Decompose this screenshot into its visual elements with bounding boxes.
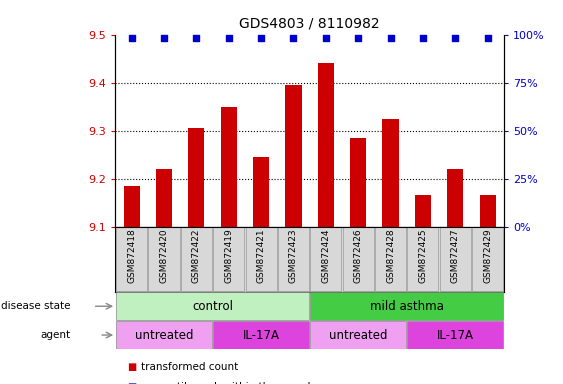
Bar (318, 63, 334, 227)
Text: untreated: untreated (329, 329, 387, 341)
Point (159, 35, 168, 41)
Text: untreated: untreated (135, 329, 193, 341)
FancyBboxPatch shape (310, 293, 503, 320)
Point (224, 35, 233, 41)
Bar (188, 128, 204, 227)
Text: GSM872427: GSM872427 (451, 228, 460, 283)
Point (483, 35, 492, 41)
FancyBboxPatch shape (472, 227, 503, 291)
FancyBboxPatch shape (278, 227, 309, 291)
Bar (253, 157, 269, 227)
FancyBboxPatch shape (116, 227, 147, 291)
Text: IL-17A: IL-17A (437, 329, 474, 341)
Text: GSM872428: GSM872428 (386, 228, 395, 283)
FancyBboxPatch shape (408, 321, 503, 349)
Bar (382, 119, 399, 227)
FancyBboxPatch shape (149, 227, 180, 291)
FancyBboxPatch shape (440, 227, 471, 291)
Point (289, 35, 298, 41)
Text: GSM872425: GSM872425 (418, 228, 427, 283)
Text: GSM872426: GSM872426 (354, 228, 363, 283)
Bar (350, 138, 367, 227)
FancyBboxPatch shape (245, 227, 276, 291)
Text: agent: agent (40, 330, 70, 340)
FancyBboxPatch shape (116, 321, 212, 349)
FancyBboxPatch shape (181, 227, 212, 291)
Text: GSM872423: GSM872423 (289, 228, 298, 283)
Title: GDS4803 / 8110982: GDS4803 / 8110982 (239, 17, 380, 31)
Bar (285, 85, 302, 227)
Bar (221, 107, 237, 227)
Text: disease state: disease state (1, 301, 70, 311)
Point (127, 35, 136, 41)
FancyBboxPatch shape (213, 321, 309, 349)
Bar (480, 195, 496, 227)
Text: GSM872418: GSM872418 (127, 228, 136, 283)
Text: control: control (192, 300, 233, 313)
Text: IL-17A: IL-17A (243, 329, 280, 341)
FancyBboxPatch shape (116, 293, 309, 320)
Point (354, 35, 363, 41)
Point (192, 35, 201, 41)
Point (321, 35, 330, 41)
Text: ■: ■ (127, 382, 136, 384)
Text: GSM872429: GSM872429 (483, 228, 492, 283)
Point (257, 35, 266, 41)
Bar (156, 169, 172, 227)
Bar (123, 186, 140, 227)
Bar (415, 195, 431, 227)
FancyBboxPatch shape (375, 227, 406, 291)
FancyBboxPatch shape (310, 227, 341, 291)
Point (451, 35, 460, 41)
Bar (447, 169, 463, 227)
FancyBboxPatch shape (408, 227, 439, 291)
Text: GSM872421: GSM872421 (257, 228, 266, 283)
Point (386, 35, 395, 41)
Text: ■: ■ (127, 362, 136, 372)
Text: GSM872419: GSM872419 (224, 228, 233, 283)
Text: GSM872422: GSM872422 (192, 228, 201, 283)
FancyBboxPatch shape (343, 227, 374, 291)
FancyBboxPatch shape (213, 227, 244, 291)
Text: GSM872424: GSM872424 (321, 228, 330, 283)
Text: mild asthma: mild asthma (370, 300, 444, 313)
Text: transformed count: transformed count (141, 362, 238, 372)
Point (418, 35, 427, 41)
Text: percentile rank within the sample: percentile rank within the sample (141, 382, 316, 384)
Text: GSM872420: GSM872420 (159, 228, 168, 283)
FancyBboxPatch shape (310, 321, 406, 349)
